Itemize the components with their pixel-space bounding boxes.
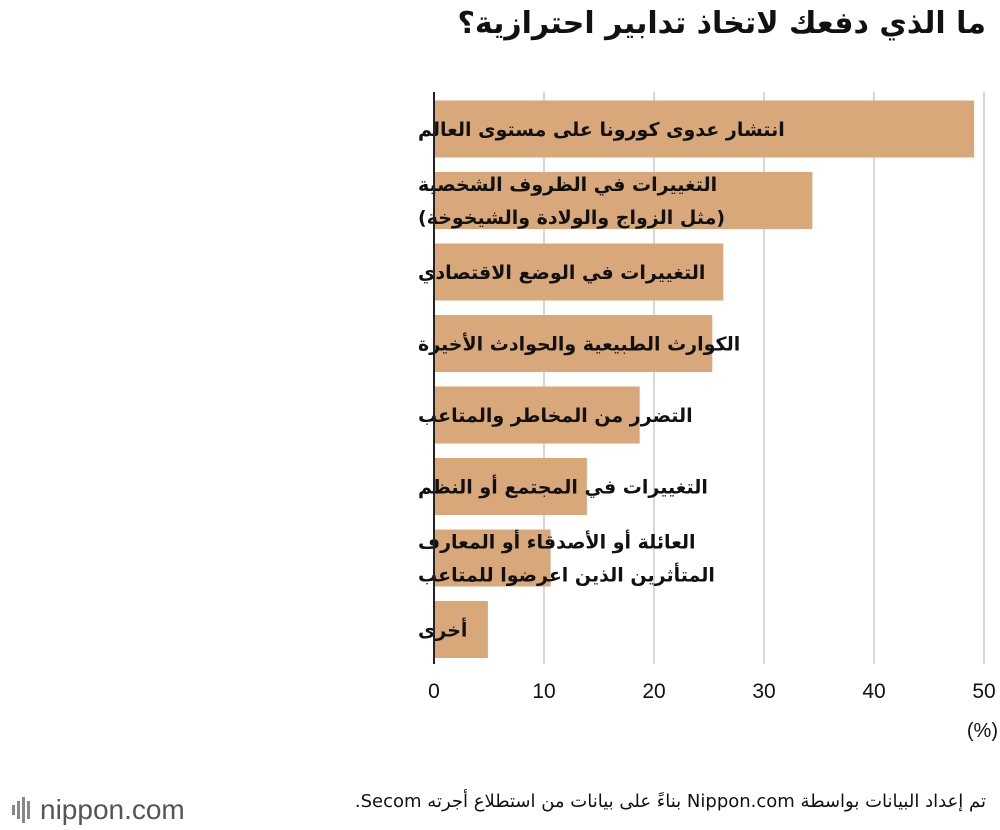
bar-5 xyxy=(434,386,640,444)
x-tick-label-20: 20 xyxy=(642,680,665,703)
nippon-logo-text: nippon.com xyxy=(40,794,185,825)
category-label-8: أخرى xyxy=(418,618,467,642)
category-label-2-line-1: التغييرات في الظروف الشخصية xyxy=(418,174,717,196)
bar-1 xyxy=(434,100,975,158)
x-tick-label-40: 40 xyxy=(862,680,885,703)
bars xyxy=(434,100,975,658)
bar-4 xyxy=(434,315,713,372)
bar-3 xyxy=(434,243,724,301)
category-label-4: الكوارث الطبيعية والحوادث الأخيرة xyxy=(418,333,740,356)
x-axis-ticks: 0 10 20 30 40 50 xyxy=(428,680,996,703)
category-label-3: التغييرات في الوضع الاقتصادي xyxy=(418,262,705,285)
category-label-2-line-2: (مثل الزواج والولادة والشيخوخة) xyxy=(418,207,725,229)
bar-6 xyxy=(434,458,587,515)
category-label-7-line-1: العائلة أو الأصدقاء أو المعارف xyxy=(418,530,696,554)
category-label-7-line-2: المتأثرين الذين اعرضوا للمتاعب xyxy=(418,563,715,587)
bar-7 xyxy=(434,529,551,587)
bar-2 xyxy=(434,172,813,229)
x-tick-label-50: 50 xyxy=(972,680,995,703)
unit-label: (%) xyxy=(967,720,998,742)
chart-title: ما الذي دفعك لاتخاذ تدابير احترازية؟ xyxy=(457,6,986,41)
x-tick-label-10: 10 xyxy=(532,680,555,703)
source-note: تم إعداد البيانات بواسطة Nippon.com بناء… xyxy=(354,791,986,812)
nippon-logo-icon xyxy=(12,797,30,823)
x-tick-label-30: 30 xyxy=(752,680,775,703)
x-tick-label-0: 0 xyxy=(428,680,440,703)
category-label-5: التضرر من المخاطر والمتاعب xyxy=(418,405,693,427)
bar-8 xyxy=(434,601,488,658)
nippon-logo: nippon.com xyxy=(12,792,185,828)
category-label-1: انتشار عدوى كورونا على مستوى العالم xyxy=(418,119,785,141)
category-label-6: التغييرات في المجتمع أو النظم xyxy=(418,475,708,499)
category-labels: انتشار عدوى كورونا على مستوى العالم التغي… xyxy=(418,119,785,642)
